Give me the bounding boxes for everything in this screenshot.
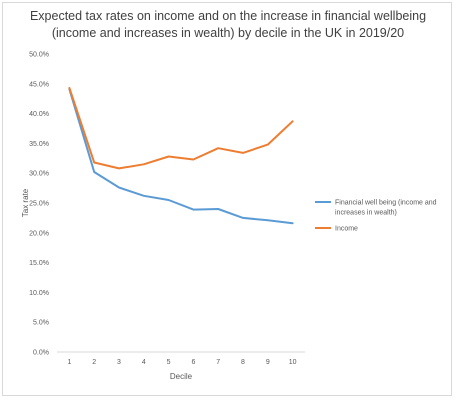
y-tick-label: 50.0%	[29, 52, 49, 59]
legend: Financial well being (income and increase…	[315, 200, 437, 233]
x-axis-ticks: 1 2 3 4 5 6 7 8 9 10	[67, 359, 296, 366]
legend-label-2: Income	[335, 226, 358, 233]
x-tick-label: 8	[241, 359, 245, 366]
chart-title: Expected tax rates on income and on the …	[0, 8, 456, 42]
series-line-2	[68, 87, 294, 170]
y-axis-ticks: 0.0% 5.0% 10.0% 15.0% 20.0% 25.0% 30.0% 35.0% 40…	[29, 52, 49, 357]
y-tick-label: 5.0%	[33, 320, 49, 327]
y-tick-label: 30.0%	[29, 171, 49, 178]
series-lines	[68, 87, 294, 225]
x-tick-label: 9	[266, 359, 270, 366]
x-tick-label: 10	[289, 359, 297, 366]
legend-label-1: Financial well being (income and	[335, 200, 437, 207]
x-tick-label: 7	[216, 359, 220, 366]
x-tick-label: 4	[142, 359, 146, 366]
series-line-1	[68, 88, 294, 225]
x-tick-label: 1	[67, 359, 71, 366]
y-tick-label: 15.0%	[29, 260, 49, 267]
x-axis-label: Decile	[170, 372, 193, 381]
x-tick-label: 6	[191, 359, 195, 366]
y-tick-label: 45.0%	[29, 81, 49, 88]
legend-label-1: increases in wealth)	[335, 210, 397, 217]
x-tick-label: 3	[117, 359, 121, 366]
y-tick-label: 0.0%	[33, 350, 49, 357]
x-tick-label: 2	[92, 359, 96, 366]
y-tick-label: 40.0%	[29, 111, 49, 118]
x-tick-label: 5	[167, 359, 171, 366]
chart-frame	[2, 2, 452, 396]
y-tick-label: 20.0%	[29, 230, 49, 237]
y-tick-label: 10.0%	[29, 290, 49, 297]
y-tick-label: 25.0%	[29, 201, 49, 208]
chart-title-line-1: Expected tax rates on income and on the …	[29, 9, 427, 23]
y-axis-label: Tax rate	[21, 188, 30, 217]
y-tick-label: 35.0%	[29, 141, 49, 148]
chart-title-line-2: (income and increases in wealth) by deci…	[51, 26, 405, 40]
